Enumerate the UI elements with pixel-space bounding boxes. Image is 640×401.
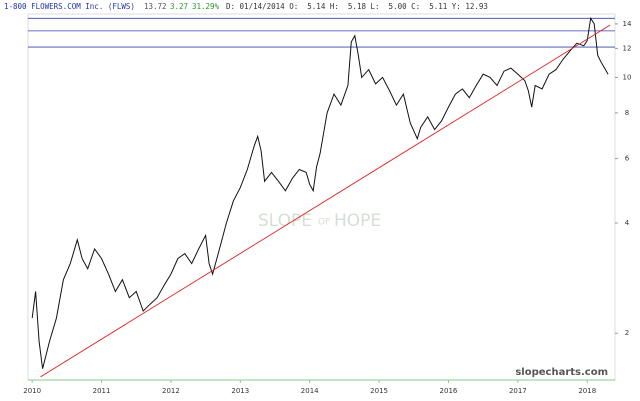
credit: slopecharts.com (515, 367, 608, 378)
last-price: 13.72 (144, 2, 167, 11)
trend-line (40, 24, 611, 378)
y-tick-label: 2 (625, 329, 629, 337)
y-tick-label: 12 (623, 44, 632, 52)
x-tick-label: 2012 (162, 387, 180, 395)
x-tick-label: 2016 (440, 387, 458, 395)
plot-frame (27, 13, 616, 381)
price-line (31, 16, 609, 369)
ohlc: D: 01/14/2014 O: 5.14 H: 5.18 L: 5.00 C:… (226, 2, 488, 11)
x-tick-label: 2013 (231, 387, 249, 395)
x-tick-label: 2015 (370, 387, 388, 395)
x-tick-label: 2017 (509, 387, 527, 395)
watermark: SLOPE (258, 211, 312, 231)
x-tick-label: 2014 (301, 387, 319, 395)
x-tick-label: 2011 (93, 387, 111, 395)
change: 3.27 (170, 2, 188, 11)
ticker-name: 1-800 FLOWERS.COM Inc. (FLWS) (4, 2, 135, 11)
x-tick-label: 2018 (578, 387, 596, 395)
watermark: OF (318, 218, 330, 228)
y-tick-label: 6 (625, 155, 630, 163)
y-tick-label: 10 (623, 73, 632, 81)
y-tick-label: 8 (625, 109, 629, 117)
watermark: HOPE (334, 211, 381, 231)
x-tick-label: 2010 (23, 387, 41, 395)
change-pct: 31.29% (192, 2, 220, 11)
y-tick-label: 14 (623, 20, 632, 28)
y-tick-label: 4 (625, 219, 630, 227)
